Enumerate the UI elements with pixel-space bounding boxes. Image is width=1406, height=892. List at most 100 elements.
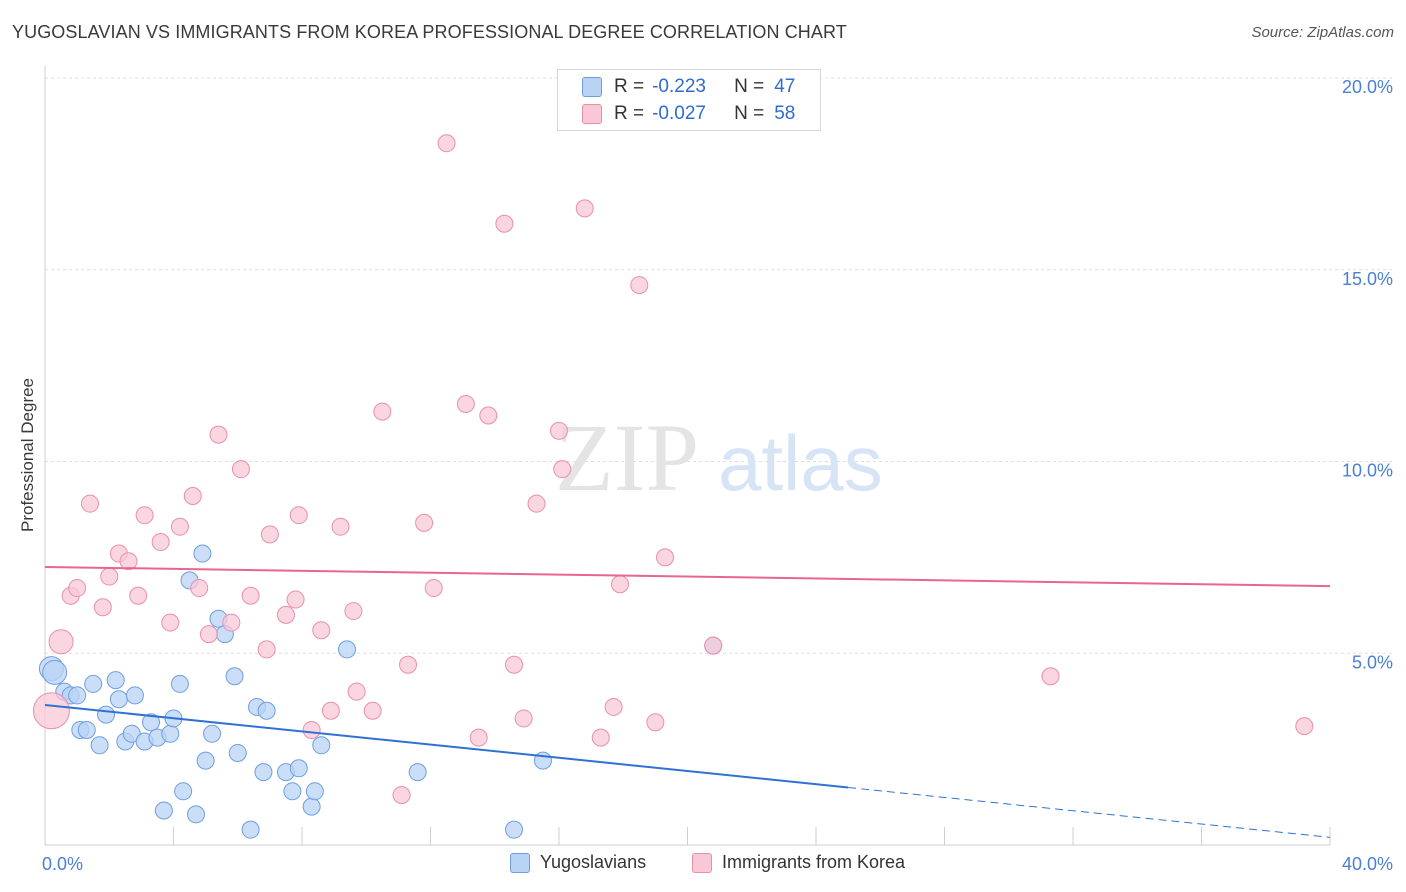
- point-korea: [302, 720, 321, 739]
- point-yugoslavian: [170, 674, 189, 693]
- point-yugoslavian: [154, 801, 173, 820]
- point-korea: [550, 421, 568, 440]
- point-korea: [190, 579, 209, 598]
- point-yugoslavian: [97, 705, 116, 724]
- point-korea: [119, 552, 138, 571]
- point-yugoslavian: [203, 724, 222, 743]
- point-korea: [151, 533, 170, 552]
- stats-r-value: -0.027: [652, 103, 706, 124]
- point-yugoslavian: [254, 763, 273, 782]
- point-yugoslavian: [42, 659, 68, 685]
- point-korea: [347, 682, 366, 701]
- point-korea: [129, 586, 148, 605]
- trend-line-korea: [44, 565, 1331, 588]
- x-tick-label: 0.0%: [42, 854, 83, 874]
- stats-legend: R = -0.223 N = 47 R = -0.027 N = 58: [557, 69, 821, 131]
- point-korea: [135, 506, 154, 525]
- point-yugoslavian: [505, 820, 524, 839]
- point-korea: [527, 494, 546, 513]
- point-korea: [32, 692, 70, 730]
- point-korea: [321, 701, 340, 720]
- legend-item-korea[interactable]: Immigrants from Korea: [692, 852, 905, 873]
- watermark-atlas: atlas: [718, 419, 883, 507]
- stats-n-value: 58: [774, 103, 796, 124]
- point-korea: [505, 655, 524, 674]
- trend-lines: [44, 565, 1331, 838]
- point-yugoslavian: [305, 782, 324, 801]
- point-korea: [241, 586, 260, 605]
- point-korea: [344, 602, 363, 621]
- point-korea: [209, 425, 228, 444]
- point-korea: [312, 621, 331, 640]
- point-yugoslavian: [174, 782, 193, 801]
- point-korea: [331, 517, 350, 536]
- point-yugoslavian: [289, 759, 308, 778]
- point-korea: [399, 655, 418, 674]
- point-yugoslavian: [302, 797, 321, 816]
- legend-item-yugoslavians[interactable]: Yugoslavians: [510, 852, 646, 873]
- point-korea: [514, 709, 533, 728]
- point-korea: [424, 579, 443, 598]
- point-korea: [479, 406, 498, 425]
- stats-r-label: R =: [614, 103, 645, 124]
- point-korea: [611, 575, 630, 594]
- point-korea: [199, 625, 218, 644]
- point-korea: [604, 697, 623, 716]
- y-tick-label: 15.0%: [1342, 269, 1393, 289]
- point-korea: [100, 567, 119, 586]
- point-korea: [286, 590, 305, 609]
- point-korea: [456, 394, 475, 413]
- y-tick-label: 5.0%: [1352, 652, 1393, 672]
- stats-swatch-blue: [582, 77, 602, 97]
- point-korea: [80, 494, 99, 513]
- x-tick-label: 40.0%: [1342, 854, 1393, 874]
- tick-labels: 5.0% 10.0% 15.0% 20.0% 0.0% 40.0%: [42, 77, 1393, 874]
- point-korea: [591, 728, 610, 747]
- point-korea: [170, 517, 189, 536]
- point-yugoslavian: [84, 674, 103, 693]
- point-korea: [469, 728, 488, 747]
- point-yugoslavian: [196, 751, 215, 770]
- point-yugoslavian: [77, 720, 96, 739]
- trend-line-yugoslavians-extension: [848, 786, 1331, 838]
- point-yugoslavian: [186, 805, 205, 824]
- point-korea: [575, 199, 594, 218]
- point-yugoslavian: [337, 640, 356, 659]
- point-korea: [704, 636, 723, 655]
- point-korea: [260, 525, 279, 544]
- point-yugoslavian: [228, 743, 247, 762]
- point-yugoslavian: [161, 724, 180, 743]
- data-points: [32, 134, 1314, 839]
- point-yugoslavian: [193, 544, 212, 563]
- point-yugoslavian: [283, 782, 302, 801]
- legend-label-yugoslavians: Yugoslavians: [540, 852, 647, 872]
- point-yugoslavian: [106, 671, 125, 690]
- watermark-zip: ZIP: [555, 404, 699, 511]
- stats-row-yugoslavians: R = -0.223 N = 47: [582, 74, 795, 100]
- point-korea: [392, 786, 411, 805]
- point-korea: [1041, 667, 1060, 686]
- y-tick-label: 10.0%: [1342, 461, 1393, 481]
- point-yugoslavian: [225, 667, 244, 686]
- bottom-legend: Yugoslavians Immigrants from Korea: [0, 852, 1406, 878]
- point-korea: [231, 460, 250, 479]
- point-yugoslavian: [68, 686, 87, 705]
- point-korea: [276, 605, 295, 624]
- stats-r-value: -0.223: [652, 76, 706, 97]
- point-korea: [93, 598, 112, 617]
- point-yugoslavian: [125, 686, 144, 705]
- point-korea: [373, 402, 392, 421]
- point-korea: [363, 701, 382, 720]
- point-yugoslavian: [241, 820, 260, 839]
- source-label: Source: ZipAtlas.com: [1251, 24, 1394, 41]
- point-yugoslavian: [312, 736, 331, 755]
- point-korea: [257, 640, 276, 659]
- point-korea: [68, 579, 87, 598]
- point-yugoslavian: [109, 690, 128, 709]
- point-korea: [630, 276, 649, 295]
- gridlines: [45, 77, 1392, 654]
- stats-swatch-pink: [582, 104, 602, 124]
- stats-n-label: N =: [734, 76, 765, 97]
- stats-r-label: R =: [614, 76, 645, 97]
